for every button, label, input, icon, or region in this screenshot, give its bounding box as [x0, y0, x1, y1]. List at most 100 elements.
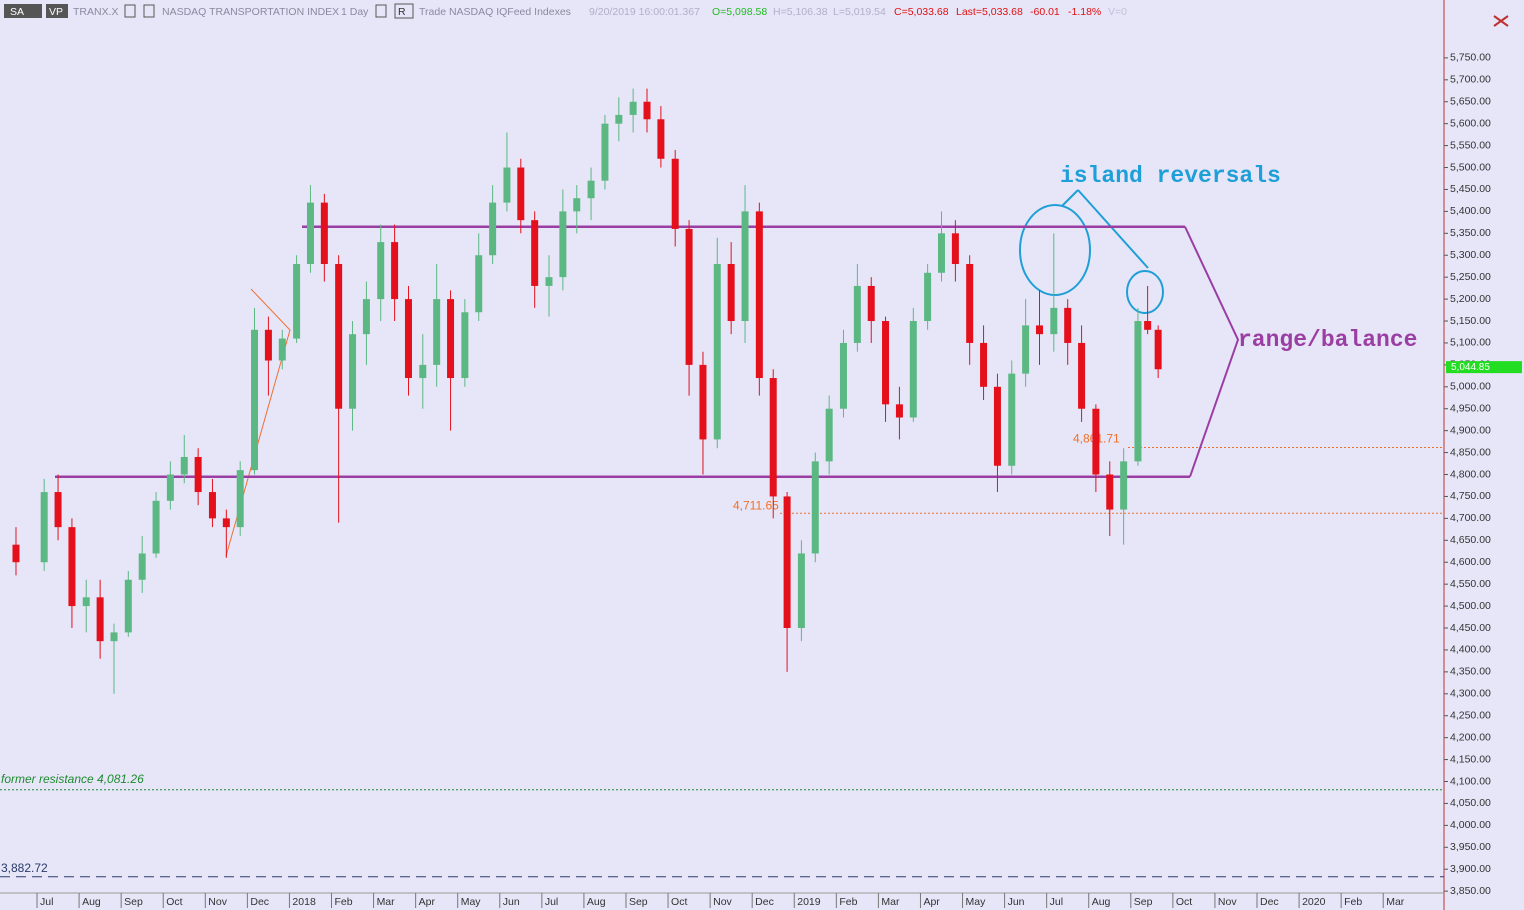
- candle-body: [825, 408, 833, 462]
- open: O=5,098.58: [712, 6, 767, 18]
- y-tick-label: 3,950.00: [1450, 841, 1491, 853]
- candle-body: [40, 492, 48, 563]
- x-tick-label: Dec: [755, 896, 774, 908]
- candle-body: [867, 285, 875, 322]
- y-tick-label: 4,050.00: [1450, 797, 1491, 809]
- y-tick-label: 4,750.00: [1450, 490, 1491, 502]
- candle-body: [1106, 474, 1114, 510]
- candle-body: [685, 228, 693, 365]
- x-tick-label: Nov: [713, 896, 732, 908]
- x-tick-label: 2019: [797, 896, 821, 908]
- y-tick-label: 3,850.00: [1450, 885, 1491, 897]
- candle-body: [335, 264, 343, 409]
- candle-body: [320, 202, 328, 265]
- candle-body: [615, 114, 623, 124]
- candle-body: [1134, 321, 1142, 462]
- r-label: R: [398, 6, 406, 18]
- candle-body: [54, 492, 62, 528]
- candle-body: [349, 334, 357, 409]
- y-tick-label: 4,850.00: [1450, 446, 1491, 458]
- candle-body: [1154, 329, 1162, 370]
- x-tick-label: Apr: [419, 896, 436, 908]
- candle-body: [404, 299, 412, 379]
- candle-body: [657, 119, 665, 159]
- volume: V=0: [1108, 6, 1127, 18]
- high: H=5,106.38: [773, 6, 828, 18]
- vp-button[interactable]: [46, 4, 68, 18]
- candle-body: [194, 456, 202, 493]
- candle-body: [937, 233, 945, 273]
- x-tick-label: 2018: [292, 896, 316, 908]
- x-tick-label: Feb: [839, 896, 857, 908]
- y-tick-label: 4,300.00: [1450, 688, 1491, 700]
- y-tick-label: 4,350.00: [1450, 666, 1491, 678]
- x-tick-label: 2020: [1302, 896, 1326, 908]
- candle-body: [264, 329, 272, 361]
- x-tick-label: Aug: [1092, 896, 1111, 908]
- candle-body: [208, 492, 216, 519]
- island-circle: [1019, 204, 1091, 296]
- candle-body: [699, 364, 707, 440]
- r-button[interactable]: [394, 3, 414, 19]
- candle-body: [503, 167, 511, 203]
- candles: [12, 88, 1162, 694]
- candle-body: [811, 461, 819, 554]
- candle-body: [278, 338, 286, 361]
- candle-body: [138, 553, 146, 580]
- candle-body: [180, 456, 188, 475]
- candle-body: [391, 242, 399, 300]
- x-tick-label: Oct: [166, 896, 182, 908]
- candle-body: [966, 264, 974, 343]
- y-tick-label: 5,400.00: [1450, 205, 1491, 217]
- candle-body: [306, 202, 314, 265]
- candle-body: [251, 329, 259, 471]
- symbol-dropdown[interactable]: [124, 4, 136, 18]
- sa-button[interactable]: [4, 4, 42, 18]
- candle-body: [1078, 342, 1086, 409]
- y-tick-label: 5,550.00: [1450, 139, 1491, 151]
- interval-dropdown[interactable]: [375, 4, 387, 18]
- feed: Trade NASDAQ IQFeed Indexes: [419, 6, 571, 18]
- interval: 1 Day: [341, 6, 369, 18]
- x-tick-label: Mar: [881, 896, 900, 908]
- tool-icon[interactable]: [1493, 15, 1509, 27]
- candle-body: [895, 404, 903, 418]
- candle-body: [601, 123, 609, 181]
- x-tick-label: Nov: [1218, 896, 1237, 908]
- change-pct: -1.18%: [1068, 6, 1101, 18]
- island-markers: [1019, 189, 1164, 314]
- y-tick-label: 3,900.00: [1450, 863, 1491, 875]
- candle-body: [629, 101, 637, 115]
- candle-body: [559, 211, 567, 278]
- drawn-triangle: [225, 288, 291, 557]
- candle-body: [853, 285, 861, 343]
- candle-body: [1036, 325, 1044, 335]
- x-tick-label: Jun: [1008, 896, 1025, 908]
- candle-body: [713, 264, 721, 440]
- y-tick-label: 5,150.00: [1450, 315, 1491, 327]
- x-tick-label: Sep: [124, 896, 143, 908]
- candle-body: [517, 167, 525, 221]
- level-label: former resistance 4,081.26: [1, 772, 144, 786]
- x-tick-label: Dec: [1260, 896, 1279, 908]
- candle-body: [152, 500, 160, 554]
- x-tick-label: May: [966, 896, 987, 908]
- name-dropdown[interactable]: [143, 4, 155, 18]
- y-tick-label: 4,800.00: [1450, 468, 1491, 480]
- y-tick-label: 5,450.00: [1450, 183, 1491, 195]
- candle-body: [1120, 461, 1128, 510]
- candle-body: [222, 518, 230, 528]
- y-tick-label: 5,300.00: [1450, 249, 1491, 261]
- x-tick-label: Aug: [82, 896, 101, 908]
- low: L=5,019.54: [833, 6, 886, 18]
- y-tick-label: 4,650.00: [1450, 534, 1491, 546]
- candle-body: [475, 255, 483, 313]
- y-tick-label: 4,950.00: [1450, 403, 1491, 415]
- y-tick-label: 4,900.00: [1450, 424, 1491, 436]
- candle-body: [671, 158, 679, 229]
- candle-body: [839, 342, 847, 409]
- level-label: 3,882.72: [1, 861, 48, 875]
- y-tick-label: 4,250.00: [1450, 710, 1491, 722]
